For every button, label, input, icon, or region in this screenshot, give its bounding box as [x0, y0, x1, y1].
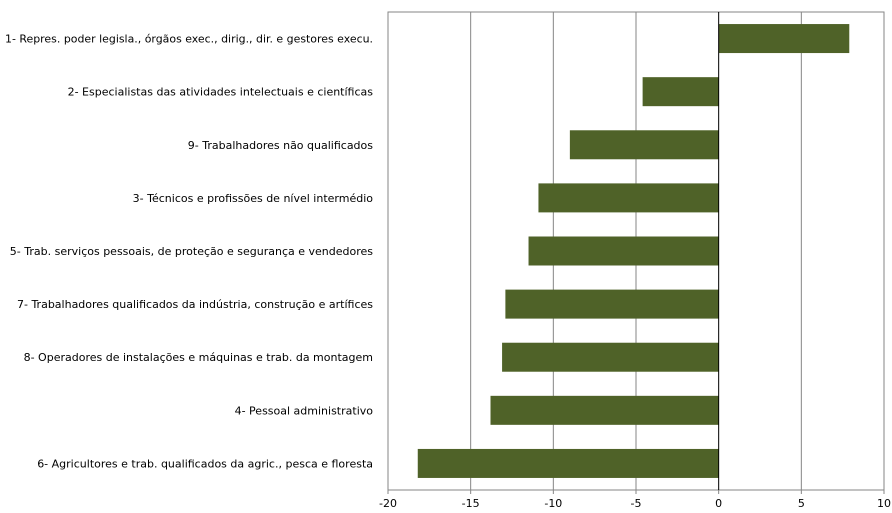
x-tick-label: -20	[379, 497, 397, 510]
bar	[569, 130, 719, 160]
bars	[417, 24, 850, 478]
bar	[502, 342, 719, 372]
bar	[642, 77, 719, 107]
bar	[718, 24, 850, 54]
x-tick-label: 5	[798, 497, 805, 510]
x-tick-label: 0	[715, 497, 722, 510]
bar	[490, 395, 719, 425]
x-tick-labels: -20 -15 -10 -5 0 5 10	[379, 490, 891, 510]
x-tick-label: -5	[631, 497, 642, 510]
bar	[505, 289, 719, 319]
bar	[528, 236, 719, 266]
category-labels: 1- Repres. poder legisla., órgãos exec.,…	[5, 33, 373, 471]
bar	[538, 183, 719, 213]
category-label: 6- Agricultores e trab. qualificados da …	[37, 457, 373, 470]
category-label: 4- Pessoal administrativo	[235, 404, 374, 417]
category-label: 2- Especialistas das atividades intelect…	[68, 86, 374, 99]
category-label: 7- Trabalhadores qualificados da indústr…	[17, 298, 373, 311]
x-tick-label: -10	[544, 497, 562, 510]
category-label: 1- Repres. poder legisla., órgãos exec.,…	[5, 33, 373, 46]
category-label: 8- Operadores de instalações e máquinas …	[24, 351, 373, 364]
category-label: 9- Trabalhadores não qualificados	[188, 139, 373, 152]
category-label: 5- Trab. serviços pessoais, de proteção …	[10, 245, 373, 258]
plot-frame	[387, 11, 885, 491]
x-tick-label: -15	[462, 497, 480, 510]
bar	[417, 448, 719, 478]
category-label: 3- Técnicos e profissões de nível interm…	[133, 192, 374, 205]
x-tick-label: 10	[877, 497, 891, 510]
